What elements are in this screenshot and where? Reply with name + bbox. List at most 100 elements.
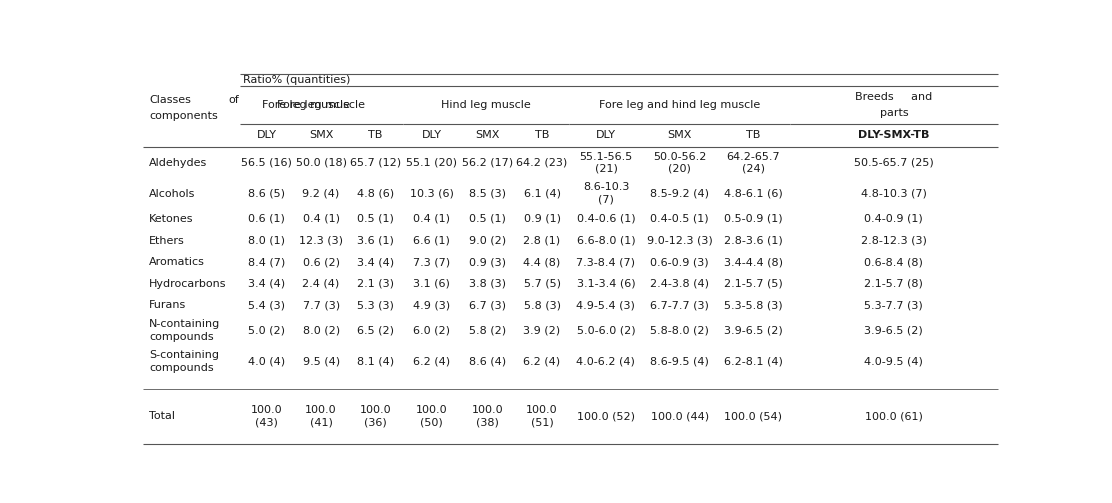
Text: 8.0 (1): 8.0 (1) bbox=[248, 235, 286, 245]
Text: 5.7 (5): 5.7 (5) bbox=[524, 279, 560, 289]
Text: 4.0-6.2 (4): 4.0-6.2 (4) bbox=[576, 357, 635, 366]
Text: DLY: DLY bbox=[421, 130, 441, 140]
Text: 6.1 (4): 6.1 (4) bbox=[524, 189, 560, 199]
Text: 7.3 (7): 7.3 (7) bbox=[413, 257, 450, 267]
Text: 0.4-0.9 (1): 0.4-0.9 (1) bbox=[864, 214, 923, 224]
Text: 8.4 (7): 8.4 (7) bbox=[248, 257, 286, 267]
Text: 100.0
(43): 100.0 (43) bbox=[251, 405, 282, 428]
Text: 50.0 (18): 50.0 (18) bbox=[296, 158, 347, 168]
Text: 0.4 (1): 0.4 (1) bbox=[413, 214, 450, 224]
Text: 3.9-6.5 (2): 3.9-6.5 (2) bbox=[864, 325, 923, 336]
Text: 9.2 (4): 9.2 (4) bbox=[302, 189, 340, 199]
Text: 2.8-3.6 (1): 2.8-3.6 (1) bbox=[724, 235, 783, 245]
Text: 3.6 (1): 3.6 (1) bbox=[357, 235, 394, 245]
Text: 6.5 (2): 6.5 (2) bbox=[357, 325, 394, 336]
Text: Ketones: Ketones bbox=[149, 214, 193, 224]
Text: Ethers: Ethers bbox=[149, 235, 185, 245]
Text: Alcohols: Alcohols bbox=[149, 189, 196, 199]
Text: 5.3-5.8 (3): 5.3-5.8 (3) bbox=[724, 300, 783, 310]
Text: Fore leg muscle: Fore leg muscle bbox=[261, 100, 349, 110]
Text: 5.8 (3): 5.8 (3) bbox=[524, 300, 560, 310]
Text: 2.1 (3): 2.1 (3) bbox=[357, 279, 394, 289]
Text: 4.0 (4): 4.0 (4) bbox=[248, 357, 286, 366]
Text: 0.5 (1): 0.5 (1) bbox=[469, 214, 506, 224]
Text: Furans: Furans bbox=[149, 300, 187, 310]
Text: 0.4-0.6 (1): 0.4-0.6 (1) bbox=[577, 214, 635, 224]
Text: 0.5 (1): 0.5 (1) bbox=[357, 214, 394, 224]
Text: DLY: DLY bbox=[257, 130, 277, 140]
Text: 3.4 (4): 3.4 (4) bbox=[248, 279, 286, 289]
Text: 8.6-10.3
(7): 8.6-10.3 (7) bbox=[583, 183, 629, 205]
Text: 8.5-9.2 (4): 8.5-9.2 (4) bbox=[651, 189, 709, 199]
Text: 9.0-12.3 (3): 9.0-12.3 (3) bbox=[647, 235, 713, 245]
Text: 7.7 (3): 7.7 (3) bbox=[302, 300, 339, 310]
Text: 3.9 (2): 3.9 (2) bbox=[524, 325, 560, 336]
Text: 0.5-0.9 (1): 0.5-0.9 (1) bbox=[724, 214, 783, 224]
Text: 4.9 (3): 4.9 (3) bbox=[413, 300, 450, 310]
Text: 6.2 (4): 6.2 (4) bbox=[524, 357, 560, 366]
Text: 0.4 (1): 0.4 (1) bbox=[302, 214, 339, 224]
Text: of: of bbox=[228, 96, 239, 106]
Text: Ratio% (quantities): Ratio% (quantities) bbox=[242, 75, 350, 86]
Text: 64.2-65.7
(24): 64.2-65.7 (24) bbox=[726, 151, 780, 174]
Text: 100.0 (61): 100.0 (61) bbox=[865, 411, 923, 422]
Text: 0.6 (2): 0.6 (2) bbox=[302, 257, 339, 267]
Text: 8.6 (5): 8.6 (5) bbox=[248, 189, 286, 199]
Text: Aromatics: Aromatics bbox=[149, 257, 205, 267]
Text: 2.8 (1): 2.8 (1) bbox=[524, 235, 560, 245]
Text: 2.8-12.3 (3): 2.8-12.3 (3) bbox=[861, 235, 926, 245]
Text: 4.9-5.4 (3): 4.9-5.4 (3) bbox=[576, 300, 635, 310]
Text: 3.9-6.5 (2): 3.9-6.5 (2) bbox=[724, 325, 783, 336]
Text: 0.9 (3): 0.9 (3) bbox=[469, 257, 506, 267]
Text: 0.9 (1): 0.9 (1) bbox=[524, 214, 560, 224]
Text: 56.5 (16): 56.5 (16) bbox=[241, 158, 292, 168]
Text: 5.3-7.7 (3): 5.3-7.7 (3) bbox=[864, 300, 923, 310]
Text: 8.6 (4): 8.6 (4) bbox=[469, 357, 506, 366]
Text: Fore leg and hind leg muscle: Fore leg and hind leg muscle bbox=[599, 100, 761, 110]
Text: Fore leg muscle: Fore leg muscle bbox=[277, 100, 365, 110]
Text: Classes: Classes bbox=[149, 96, 191, 106]
Text: 100.0
(36): 100.0 (36) bbox=[359, 405, 391, 428]
Text: 100.0 (44): 100.0 (44) bbox=[651, 411, 708, 422]
Text: 6.2 (4): 6.2 (4) bbox=[413, 357, 450, 366]
Text: 5.0 (2): 5.0 (2) bbox=[248, 325, 286, 336]
Text: S-containing
compounds: S-containing compounds bbox=[149, 350, 219, 373]
Text: 5.8-8.0 (2): 5.8-8.0 (2) bbox=[651, 325, 709, 336]
Text: 6.7-7.7 (3): 6.7-7.7 (3) bbox=[651, 300, 709, 310]
Text: 12.3 (3): 12.3 (3) bbox=[299, 235, 344, 245]
Text: 64.2 (23): 64.2 (23) bbox=[516, 158, 567, 168]
Text: 6.6-8.0 (1): 6.6-8.0 (1) bbox=[577, 235, 635, 245]
Text: Breeds     and: Breeds and bbox=[855, 93, 933, 102]
Text: N-containing
compounds: N-containing compounds bbox=[149, 319, 220, 342]
Text: 8.6-9.5 (4): 8.6-9.5 (4) bbox=[651, 357, 709, 366]
Text: Total: Total bbox=[149, 411, 175, 422]
Text: DLY: DLY bbox=[596, 130, 616, 140]
Text: 50.5-65.7 (25): 50.5-65.7 (25) bbox=[854, 158, 934, 168]
Text: 55.1 (20): 55.1 (20) bbox=[406, 158, 457, 168]
Text: TB: TB bbox=[368, 130, 383, 140]
Text: 100.0
(50): 100.0 (50) bbox=[416, 405, 447, 428]
Text: 3.1 (6): 3.1 (6) bbox=[414, 279, 450, 289]
Text: 9.0 (2): 9.0 (2) bbox=[469, 235, 506, 245]
Text: components: components bbox=[149, 111, 218, 121]
Text: Aldehydes: Aldehydes bbox=[149, 158, 207, 168]
Text: 7.3-8.4 (7): 7.3-8.4 (7) bbox=[576, 257, 635, 267]
Text: 0.6-0.9 (3): 0.6-0.9 (3) bbox=[651, 257, 708, 267]
Text: 8.5 (3): 8.5 (3) bbox=[469, 189, 506, 199]
Text: Hydrocarbons: Hydrocarbons bbox=[149, 279, 227, 289]
Text: 0.6 (1): 0.6 (1) bbox=[248, 214, 286, 224]
Text: 3.8 (3): 3.8 (3) bbox=[469, 279, 506, 289]
Text: 4.8 (6): 4.8 (6) bbox=[357, 189, 394, 199]
Text: SMX: SMX bbox=[476, 130, 500, 140]
Text: 2.4-3.8 (4): 2.4-3.8 (4) bbox=[651, 279, 709, 289]
Text: 4.0-9.5 (4): 4.0-9.5 (4) bbox=[864, 357, 923, 366]
Text: 2.1-5.7 (8): 2.1-5.7 (8) bbox=[864, 279, 923, 289]
Text: 100.0
(51): 100.0 (51) bbox=[526, 405, 558, 428]
Text: 2.4 (4): 2.4 (4) bbox=[302, 279, 340, 289]
Text: 6.7 (3): 6.7 (3) bbox=[469, 300, 506, 310]
Text: Hind leg muscle: Hind leg muscle bbox=[441, 100, 530, 110]
Text: 3.4 (4): 3.4 (4) bbox=[357, 257, 394, 267]
Text: 8.0 (2): 8.0 (2) bbox=[302, 325, 339, 336]
Text: 100.0 (52): 100.0 (52) bbox=[577, 411, 635, 422]
Text: 9.5 (4): 9.5 (4) bbox=[302, 357, 339, 366]
